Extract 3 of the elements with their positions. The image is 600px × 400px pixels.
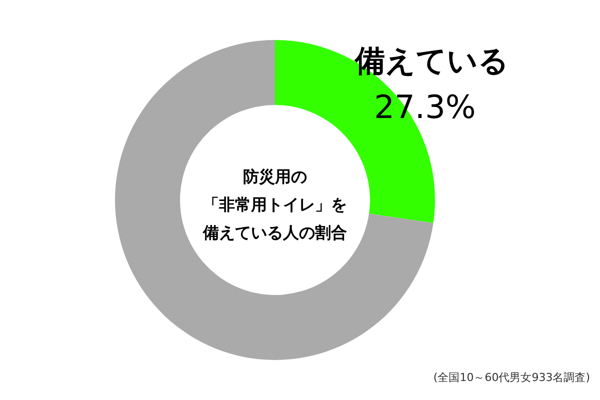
slice-label: 備えている bbox=[354, 44, 509, 79]
text: 防災用の「非常用トイレ」を備えている人の割合 bbox=[202, 167, 347, 242]
text: (全国10～60代男女933名調査) bbox=[433, 371, 590, 384]
